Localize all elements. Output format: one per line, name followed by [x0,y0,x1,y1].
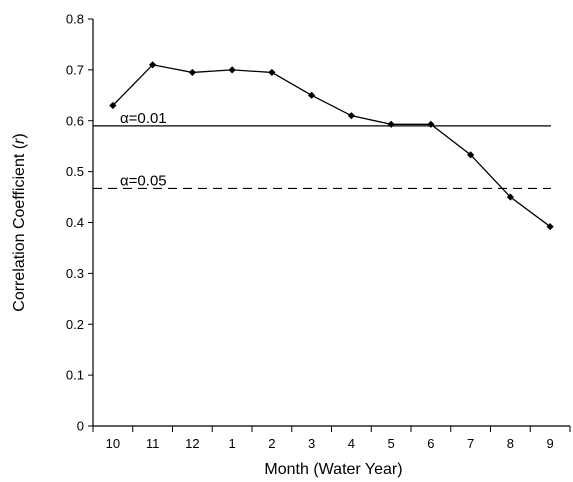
data-point [109,101,117,110]
reference-line-label: α=0.01 [120,110,167,127]
x-tick-label: 5 [388,436,395,451]
x-tick-label: 7 [467,436,474,451]
plot-area: 00.10.20.30.40.50.60.70.810 11 12 1 2 3 4 5 6 7 8 9… [11,12,571,478]
y-axis-title-variable: r [11,138,28,144]
x-tick-label: 3 [308,436,315,451]
x-axis-title: Month (Water Year) [264,461,402,478]
data-point [427,120,435,128]
x-tick-label: 2 [268,436,275,451]
y-tick-label: 0.4 [66,215,84,230]
data-point [387,120,395,128]
x-tick-label: 6 [427,436,434,451]
x-tick-label: 11 [146,436,160,451]
data-point [308,91,316,99]
data-point [467,151,475,159]
y-axis-title-end: ) [11,133,28,138]
data-point [268,68,276,77]
x-tick-label: 8 [507,436,514,451]
y-tick-label: 0.3 [66,266,84,281]
x-tick-label: 1 [229,436,236,451]
y-tick-label: 0.2 [66,317,84,332]
x-tick-label: 10 [106,436,120,451]
x-tick-label: 9 [547,436,554,451]
data-point [546,222,554,231]
y-tick-label: 0.1 [66,368,84,383]
x-tick-label: 12 [185,436,199,451]
x-tick-label: 4 [348,436,355,451]
series-line [112,64,551,228]
y-tick-label: 0 [77,419,84,434]
data-point [188,68,196,77]
y-tick-label: 0.7 [66,62,84,77]
data-point [149,61,157,69]
y-tick-label: 0.5 [66,164,84,179]
data-point [228,66,236,74]
y-tick-label: 0.8 [66,12,84,27]
y-tick-label: 0.6 [66,113,84,128]
y-axis-title: Correlation Coefficient (r) [11,133,28,311]
reference-line-label: α=0.05 [120,172,167,189]
data-point [347,112,355,120]
data-point [506,193,514,201]
y-axis-title-main: Correlation Coefficient ( [11,143,28,311]
